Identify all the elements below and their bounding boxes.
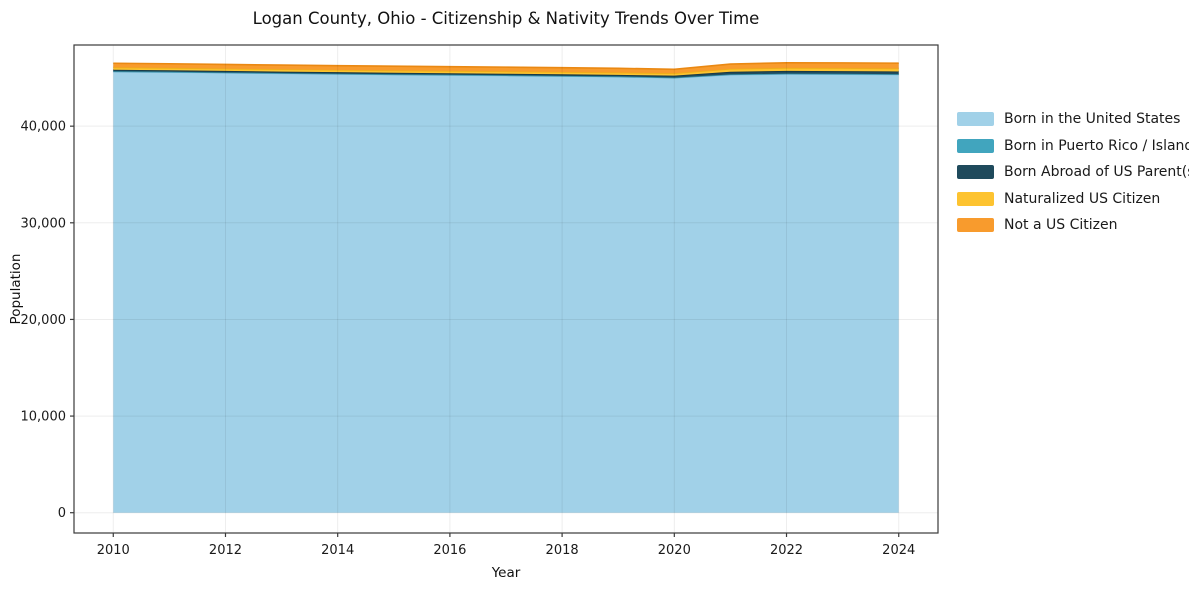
y-tick-label: 10,000 <box>21 410 67 425</box>
x-tick-label: 2020 <box>658 543 691 558</box>
legend-swatch-icon <box>957 138 994 153</box>
legend: Born in the United States Born in Puerto … <box>957 112 1189 232</box>
legend-row-not-a-us-citizen: Not a US Citizen <box>957 218 1189 232</box>
y-tick-label: 40,000 <box>21 120 67 135</box>
x-tick-label: 2014 <box>321 543 354 558</box>
legend-row-born-in-puerto-rico-islands: Born in Puerto Rico / Islands <box>957 137 1189 154</box>
legend-label: Born in the United States <box>1004 111 1181 127</box>
y-axis-label-text: Population <box>8 253 24 325</box>
x-tick-label: 2010 <box>97 543 130 558</box>
legend-swatch-icon <box>957 218 994 232</box>
x-axis-label: Year <box>491 565 521 581</box>
legend-label: Naturalized US Citizen <box>1004 190 1161 207</box>
legend-label: Not a US Citizen <box>1004 217 1118 233</box>
y-tick-label: 20,000 <box>21 313 67 328</box>
legend-swatch-icon <box>957 112 994 126</box>
legend-swatch-icon <box>957 165 994 179</box>
x-tick-label: 2016 <box>433 543 466 558</box>
area-born-abroad-of-us-parent-s <box>113 69 899 78</box>
x-tick-label: 2012 <box>209 543 242 558</box>
legend-swatch-icon <box>957 191 994 206</box>
legend-row-naturalized-us-citizen: Naturalized US Citizen <box>957 190 1189 207</box>
legend-label: Born Abroad of US Parent(s) <box>1004 164 1189 180</box>
plot-border <box>73 44 939 534</box>
legend-row-born-abroad-of-us-parent-s: Born Abroad of US Parent(s) <box>957 165 1189 179</box>
x-tick-label: 2024 <box>882 543 915 558</box>
edge-not-a-us-citizen <box>113 61 899 71</box>
y-tick-label: 0 <box>58 506 66 521</box>
area-born-in-the-united-states <box>113 71 899 513</box>
chart-title: Logan County, Ohio - Citizenship & Nativ… <box>252 9 760 28</box>
legend-row-born-in-the-united-states: Born in the United States <box>957 112 1189 126</box>
legend-label: Born in Puerto Rico / Islands <box>1004 137 1189 154</box>
y-tick-label: 30,000 <box>21 216 67 231</box>
x-tick-label: 2018 <box>546 543 579 558</box>
x-tick-label: 2022 <box>770 543 803 558</box>
